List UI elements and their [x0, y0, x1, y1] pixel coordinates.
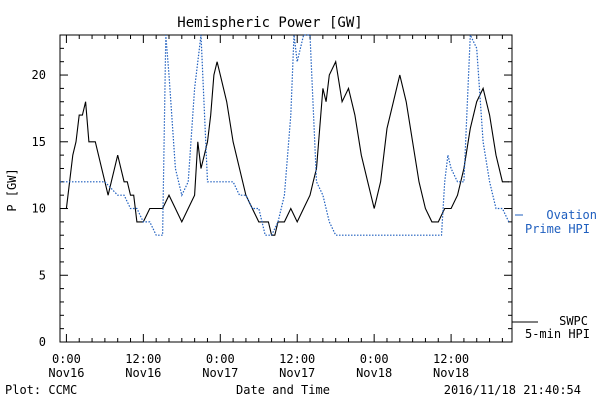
legend-swpc-label-2: 5-min HPI — [525, 327, 590, 341]
x-axis-label: Date and Time — [236, 383, 330, 397]
x-tick-date-label: Nov17 — [202, 366, 238, 380]
x-tick-date-label: Nov17 — [279, 366, 315, 380]
legend-swpc-label: SWPC — [559, 314, 588, 328]
x-tick-time-label: 0:00 — [360, 352, 389, 366]
y-ticks: 0 5 10 15 20 — [32, 34, 512, 349]
x-tick-time-label: 12:00 — [433, 352, 469, 366]
x-tick-date-label: Nov16 — [125, 366, 161, 380]
y-tick-label: 20 — [32, 68, 46, 82]
timestamp: 2016/11/18 21:40:54 — [444, 383, 581, 397]
series-swpc-line — [60, 59, 509, 236]
x-tick-time-label: 12:00 — [125, 352, 161, 366]
x-tick-date-label: Nov18 — [356, 366, 392, 380]
y-tick-label: 10 — [32, 202, 46, 216]
y-tick-label: 15 — [32, 135, 46, 149]
legend-ovation-label-2: Prime HPI — [525, 222, 590, 236]
x-ticks: 0:00Nov1612:00Nov160:00Nov1712:00Nov170:… — [48, 35, 503, 380]
y-axis-label: P [GW] — [5, 168, 19, 211]
x-tick-time-label: 12:00 — [279, 352, 315, 366]
x-tick-date-label: Nov18 — [433, 366, 469, 380]
x-tick-time-label: 0:00 — [206, 352, 235, 366]
series-layer — [60, 34, 510, 236]
x-tick-time-label: 0:00 — [52, 352, 81, 366]
plot-frame — [59, 34, 513, 343]
series-ovation-line — [60, 34, 510, 236]
axes — [59, 34, 513, 343]
y-tick-label: 5 — [39, 268, 46, 282]
y-tick-label: 0 — [39, 335, 46, 349]
plot-credit: Plot: CCMC — [5, 383, 77, 397]
chart-title: Hemispheric Power [GW] — [177, 15, 362, 31]
legend-ovation-label: Ovation — [546, 208, 597, 222]
x-tick-date-label: Nov16 — [48, 366, 84, 380]
